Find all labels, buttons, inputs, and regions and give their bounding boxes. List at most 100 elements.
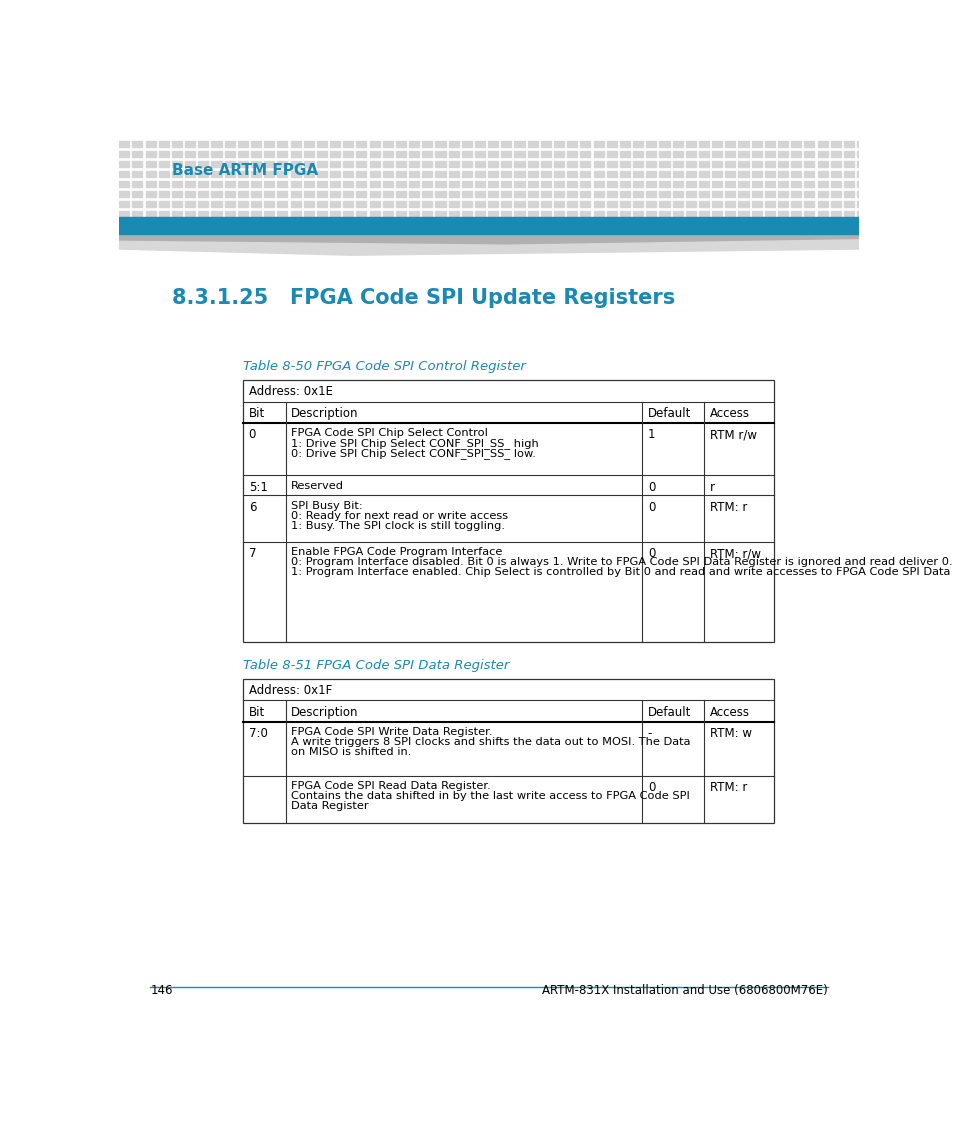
Bar bbox=[803, 161, 814, 167]
Bar bbox=[198, 202, 208, 207]
Bar bbox=[172, 151, 182, 157]
Bar bbox=[251, 141, 261, 148]
Bar bbox=[764, 212, 774, 218]
Bar bbox=[395, 212, 406, 218]
Bar bbox=[435, 141, 445, 148]
Bar bbox=[540, 181, 550, 188]
Bar bbox=[711, 151, 721, 157]
Text: RTM: r: RTM: r bbox=[709, 781, 746, 795]
Bar bbox=[633, 212, 642, 218]
Bar bbox=[711, 161, 721, 167]
Bar bbox=[316, 172, 327, 177]
Bar bbox=[830, 141, 840, 148]
Bar bbox=[448, 141, 458, 148]
Bar bbox=[198, 141, 208, 148]
Bar bbox=[579, 181, 590, 188]
Bar bbox=[803, 141, 814, 148]
Bar bbox=[527, 151, 537, 157]
Text: on MISO is shifted in.: on MISO is shifted in. bbox=[291, 748, 412, 757]
Bar bbox=[619, 181, 629, 188]
Bar bbox=[277, 191, 287, 197]
Bar bbox=[224, 191, 234, 197]
Bar bbox=[856, 141, 866, 148]
Text: 1: Program Interface enabled. Chip Select is controlled by Bit 0 and read and wr: 1: Program Interface enabled. Chip Selec… bbox=[291, 567, 953, 577]
Bar bbox=[172, 202, 182, 207]
Bar bbox=[382, 172, 393, 177]
Bar bbox=[540, 141, 550, 148]
Bar bbox=[790, 151, 801, 157]
Bar bbox=[593, 172, 603, 177]
Bar bbox=[303, 151, 314, 157]
Bar bbox=[540, 202, 550, 207]
Bar bbox=[817, 181, 827, 188]
Text: FPGA Code SPI Write Data Register.: FPGA Code SPI Write Data Register. bbox=[291, 727, 493, 737]
Bar bbox=[738, 141, 748, 148]
Bar bbox=[343, 151, 353, 157]
Bar bbox=[316, 181, 327, 188]
Bar bbox=[488, 202, 497, 207]
Bar bbox=[579, 191, 590, 197]
Bar bbox=[316, 151, 327, 157]
Bar bbox=[540, 191, 550, 197]
Bar bbox=[212, 202, 221, 207]
Bar bbox=[422, 202, 432, 207]
Bar bbox=[132, 141, 142, 148]
Bar bbox=[738, 202, 748, 207]
Bar bbox=[606, 161, 617, 167]
Bar bbox=[435, 191, 445, 197]
Text: Enable FPGA Code Program Interface: Enable FPGA Code Program Interface bbox=[291, 547, 502, 556]
Bar bbox=[435, 212, 445, 218]
Bar bbox=[291, 191, 300, 197]
Bar bbox=[817, 151, 827, 157]
Bar bbox=[303, 212, 314, 218]
Bar bbox=[856, 191, 866, 197]
Bar bbox=[724, 151, 735, 157]
Bar bbox=[554, 191, 563, 197]
Bar bbox=[699, 191, 708, 197]
Bar bbox=[633, 202, 642, 207]
Bar bbox=[514, 151, 524, 157]
Bar bbox=[500, 202, 511, 207]
Bar bbox=[579, 172, 590, 177]
Bar bbox=[778, 172, 787, 177]
Bar bbox=[448, 212, 458, 218]
Bar bbox=[198, 161, 208, 167]
Text: 7: 7 bbox=[249, 547, 256, 560]
Bar bbox=[277, 151, 287, 157]
Bar bbox=[185, 161, 195, 167]
Bar bbox=[659, 161, 669, 167]
Bar bbox=[593, 161, 603, 167]
Bar bbox=[369, 191, 379, 197]
Bar bbox=[554, 141, 563, 148]
Text: 1: 1 bbox=[647, 428, 655, 442]
Bar bbox=[869, 202, 880, 207]
Text: A write triggers 8 SPI clocks and shifts the data out to MOSI. The Data: A write triggers 8 SPI clocks and shifts… bbox=[291, 737, 690, 748]
Bar bbox=[448, 191, 458, 197]
Bar bbox=[764, 191, 774, 197]
Bar bbox=[343, 202, 353, 207]
Text: 0: Ready for next read or write access: 0: Ready for next read or write access bbox=[291, 511, 508, 521]
Bar bbox=[277, 161, 287, 167]
Bar bbox=[435, 151, 445, 157]
Bar bbox=[790, 181, 801, 188]
Bar bbox=[198, 172, 208, 177]
Bar bbox=[672, 141, 682, 148]
Text: RTM: r/w: RTM: r/w bbox=[709, 547, 760, 560]
Bar bbox=[330, 161, 340, 167]
Text: -: - bbox=[647, 727, 652, 740]
Bar bbox=[554, 202, 563, 207]
Bar bbox=[843, 202, 853, 207]
Bar bbox=[356, 161, 366, 167]
Bar bbox=[343, 172, 353, 177]
Bar bbox=[711, 172, 721, 177]
Bar bbox=[185, 212, 195, 218]
Bar bbox=[330, 212, 340, 218]
Bar bbox=[764, 181, 774, 188]
Bar bbox=[185, 191, 195, 197]
Bar bbox=[237, 212, 248, 218]
Bar bbox=[672, 202, 682, 207]
Bar bbox=[790, 191, 801, 197]
Bar bbox=[699, 172, 708, 177]
Bar bbox=[409, 212, 418, 218]
Bar bbox=[395, 141, 406, 148]
